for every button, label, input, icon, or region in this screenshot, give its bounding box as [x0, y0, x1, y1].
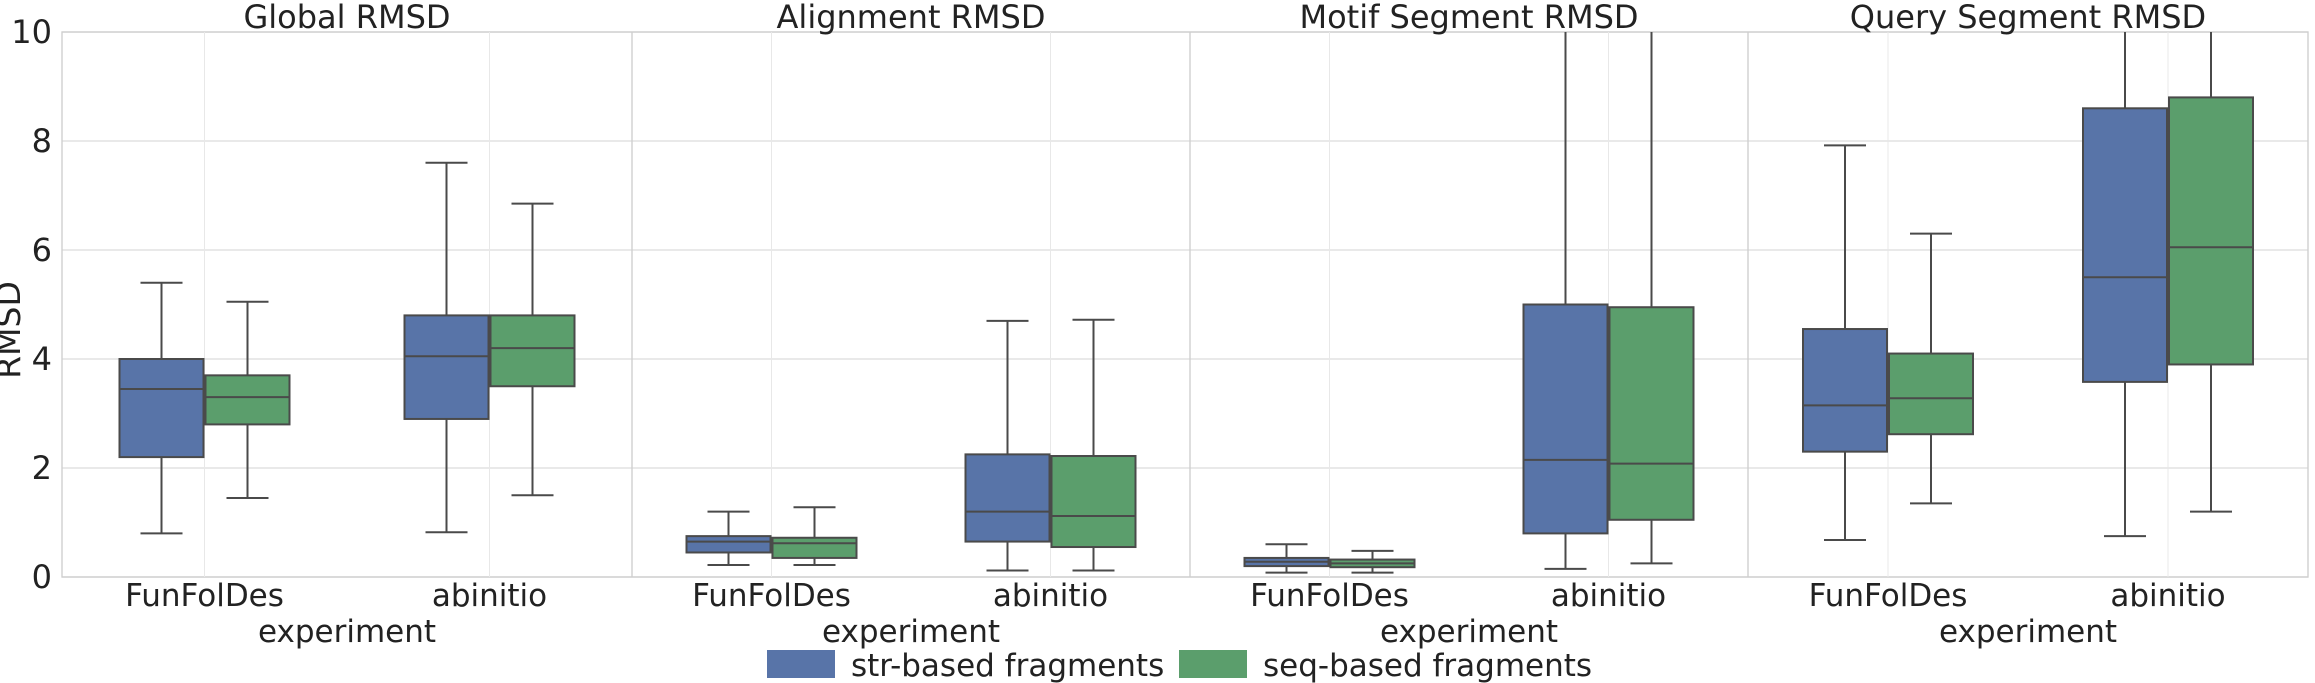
box-iqr	[489, 314, 576, 388]
x-tick-label: abinitio	[2110, 578, 2225, 614]
legend-label-seq: seq-based fragments	[1263, 648, 1592, 683]
x-axis-label: experiment	[258, 614, 436, 650]
x-axis-label: experiment	[822, 614, 1000, 650]
box-iqr	[685, 535, 772, 554]
y-tick-label: 10	[11, 13, 52, 51]
panel-title: Query Segment RMSD	[1850, 0, 2206, 36]
box-iqr	[771, 536, 858, 559]
box-iqr	[1802, 328, 1888, 453]
y-tick-label: 6	[32, 231, 52, 269]
box-iqr	[403, 314, 490, 420]
y-tick-label: 0	[32, 558, 52, 596]
panel-title: Alignment RMSD	[777, 0, 1046, 36]
box-iqr	[2168, 96, 2254, 366]
x-tick-label: abinitio	[993, 578, 1108, 614]
plot-frame	[61, 31, 2309, 578]
box-iqr	[1608, 306, 1695, 521]
box-iqr	[204, 374, 291, 426]
panel-title: Global RMSD	[243, 0, 450, 36]
legend: str-based fragments seq-based fragments	[767, 648, 1592, 683]
x-axis-label: experiment	[1380, 614, 1558, 650]
legend-swatch-str	[767, 650, 835, 678]
y-tick-label: 2	[32, 449, 52, 487]
y-tick-label: 8	[32, 122, 52, 160]
box-iqr	[1522, 303, 1609, 535]
box-iqr	[2082, 107, 2168, 383]
y-axis-label: RMSD	[0, 281, 28, 379]
legend-swatch-seq	[1179, 650, 1247, 678]
x-tick-label: FunFolDes	[692, 578, 851, 614]
x-tick-label: abinitio	[432, 578, 547, 614]
x-tick-label: abinitio	[1551, 578, 1666, 614]
box-iqr	[118, 358, 205, 459]
panel-title: Motif Segment RMSD	[1299, 0, 1638, 36]
x-axis-label: experiment	[1939, 614, 2117, 650]
x-tick-label: FunFolDes	[125, 578, 284, 614]
x-tick-label: FunFolDes	[1250, 578, 1409, 614]
box-iqr	[1050, 455, 1137, 549]
box-iqr	[1888, 352, 1974, 436]
box-iqr	[964, 453, 1051, 543]
y-tick-label: 4	[32, 340, 52, 378]
legend-label-str: str-based fragments	[851, 648, 1164, 683]
x-tick-label: FunFolDes	[1809, 578, 1968, 614]
